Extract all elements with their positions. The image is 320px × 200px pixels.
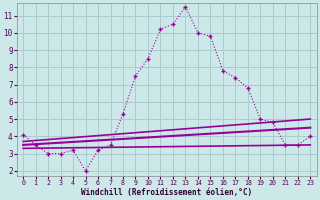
X-axis label: Windchill (Refroidissement éolien,°C): Windchill (Refroidissement éolien,°C) xyxy=(81,188,252,197)
